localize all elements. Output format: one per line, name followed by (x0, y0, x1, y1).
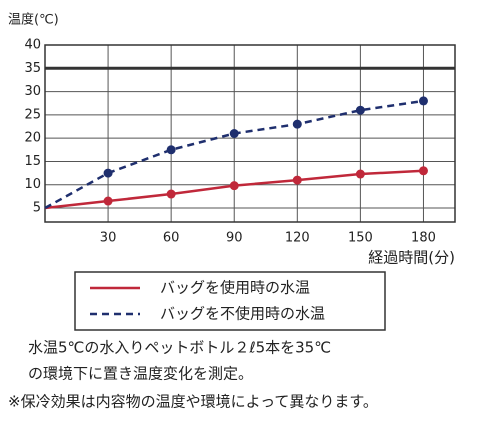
data-point (166, 145, 176, 155)
data-point (292, 175, 302, 185)
data-point (166, 189, 176, 199)
data-point (103, 168, 113, 178)
y-tick-label: 35 (24, 61, 41, 76)
legend-box (74, 271, 386, 331)
x-tick-label: 180 (411, 231, 436, 246)
y-axis-label: 温度(℃) (8, 12, 59, 28)
data-point (292, 119, 302, 129)
y-tick-label: 15 (24, 154, 41, 169)
note: 水温5℃の水入りペットボトル２ℓ5本を35℃ (28, 339, 331, 357)
legend-label: バッグを不使用時の水温 (160, 305, 325, 323)
y-tick-label: 25 (24, 107, 41, 122)
data-point (355, 105, 365, 115)
data-point (103, 196, 113, 206)
note: の環境下に置き温度変化を測定。 (28, 365, 253, 383)
data-point (229, 129, 239, 138)
data-point (418, 166, 428, 176)
x-axis-label: 経過時間(分) (368, 249, 455, 267)
x-tick-label: 120 (285, 231, 310, 246)
x-tick-label: 60 (163, 231, 180, 246)
legend-label: バッグを使用時の水温 (160, 279, 310, 297)
data-point (355, 169, 365, 179)
data-point (229, 181, 239, 191)
y-tick-label: 10 (24, 177, 41, 192)
y-tick-label: 30 (24, 84, 41, 99)
x-tick-label: 150 (348, 231, 373, 246)
x-tick-label: 30 (100, 231, 117, 246)
plot-frame (44, 44, 456, 223)
data-point (418, 96, 428, 106)
y-tick-label: 5 (33, 201, 41, 216)
note: ※保冷効果は内容物の温度や環境によって異なります。 (8, 393, 378, 411)
y-tick-label: 20 (24, 131, 41, 146)
y-tick-label: 40 (24, 38, 41, 53)
x-tick-label: 90 (226, 231, 243, 246)
